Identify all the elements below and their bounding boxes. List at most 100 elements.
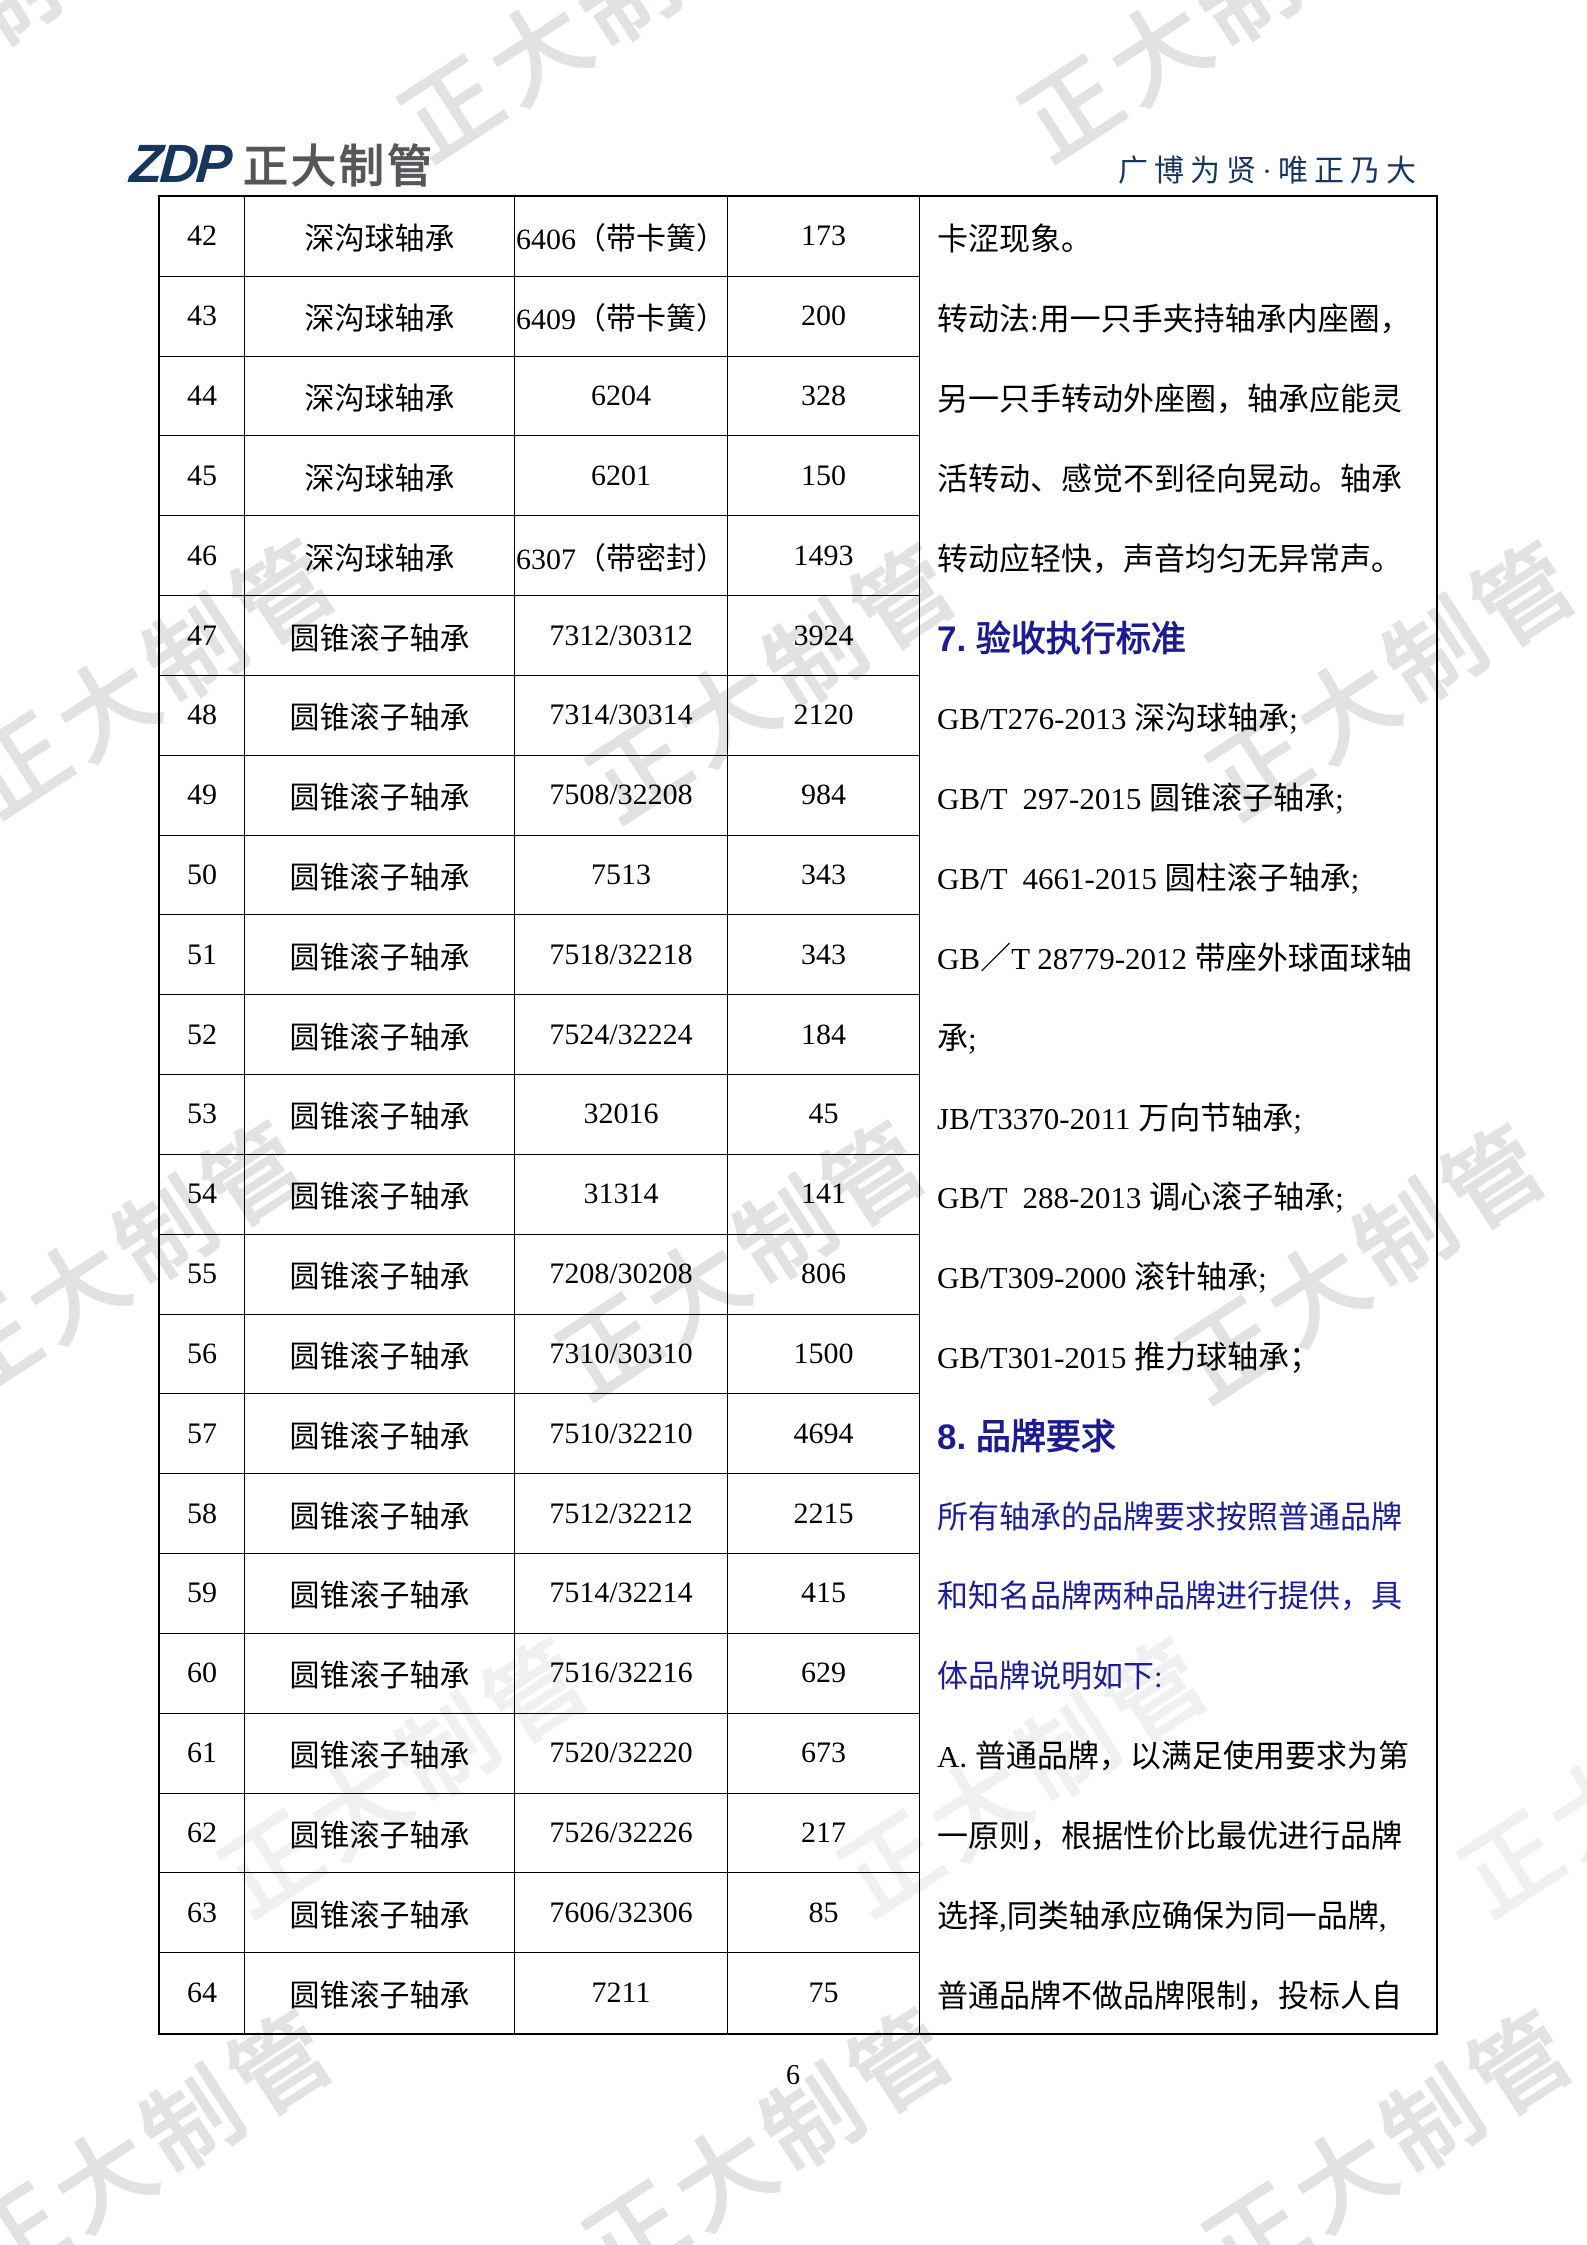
notes-text-line: GB/T309-2000 滚针轴承; (937, 1260, 1267, 1296)
table-cell-type: 圆锥滚子轴承 (245, 1633, 515, 1714)
table-cell-model: 32016 (515, 1075, 728, 1155)
table-cell-model: 6307（带密封） (515, 516, 728, 597)
table-cell-type: 圆锥滚子轴承 (245, 1713, 515, 1794)
table-cell-qty: 141 (728, 1154, 920, 1235)
table-cell-qty: 629 (728, 1633, 920, 1714)
page-number: 6 (786, 2060, 800, 2091)
notes-text-line: GB/T 297-2015 圆锥滚子轴承; (937, 781, 1344, 817)
notes-text-line: 选择,同类轴承应确保为同一品牌, (937, 1898, 1387, 1934)
notes-text-line: 所有轴承的品牌要求按照普通品牌 (937, 1499, 1402, 1535)
table-cell-no: 61 (160, 1713, 245, 1794)
header-tagline: 广博为贤·唯正乃大 (1118, 155, 1422, 188)
notes-section-heading: 7. 验收执行标准 (937, 619, 1186, 659)
table-cell-type: 深沟球轴承 (245, 436, 515, 517)
table-cell-model: 7516/32216 (515, 1633, 728, 1714)
table-cell-no: 43 (160, 276, 245, 357)
table-cell-model: 6406（带卡簧） (515, 197, 728, 277)
table-cell-type: 圆锥滚子轴承 (245, 1474, 515, 1555)
table-cell-model: 6204 (515, 356, 728, 437)
table-cell-qty: 673 (728, 1713, 920, 1794)
table-cell-type: 深沟球轴承 (245, 516, 515, 597)
table-cell-type: 圆锥滚子轴承 (245, 1234, 515, 1315)
table-cell-qty: 1500 (728, 1314, 920, 1395)
table-cell-type: 深沟球轴承 (245, 276, 515, 357)
notes-text-line: 转动应轻快，声音均匀无异常声。 (937, 541, 1402, 577)
table-cell-model: 7514/32214 (515, 1554, 728, 1634)
table-cell-no: 55 (160, 1234, 245, 1315)
table-cell-qty: 2215 (728, 1474, 920, 1555)
table-cell-type: 圆锥滚子轴承 (245, 755, 515, 836)
table-cell-model: 7524/32224 (515, 995, 728, 1076)
table-cell-no: 63 (160, 1873, 245, 1954)
watermark-text: 正大制管 (1443, 1618, 1587, 1937)
table-cell-model: 31314 (515, 1154, 728, 1235)
table-cell-no: 49 (160, 755, 245, 836)
notes-section-heading: 8. 品牌要求 (937, 1417, 1116, 1457)
table-cell-qty: 173 (728, 197, 920, 277)
table-cell-no: 56 (160, 1314, 245, 1395)
table-cell-model: 7512/32212 (515, 1474, 728, 1555)
table-cell-no: 44 (160, 356, 245, 437)
table-cell-model: 7510/32210 (515, 1394, 728, 1475)
notes-text-line: 普通品牌不做品牌限制，投标人自 (937, 1978, 1402, 2014)
notes-text-line: GB/T276-2013 深沟球轴承; (937, 701, 1298, 737)
table-cell-no: 58 (160, 1474, 245, 1555)
table-cell-type: 圆锥滚子轴承 (245, 1793, 515, 1874)
notes-text-line: 另一只手转动外座圈，轴承应能灵 (937, 382, 1402, 418)
table-cell-qty: 3924 (728, 596, 920, 676)
notes-text-line: GB／T 28779-2012 带座外球面球轴 (937, 940, 1412, 976)
table-cell-qty: 85 (728, 1873, 920, 1954)
table-cell-qty: 415 (728, 1554, 920, 1634)
notes-text-line: 转动法:用一只手夹持轴承内座圈， (937, 302, 1411, 338)
table-cell-model: 7211 (515, 1953, 728, 2033)
table-cell-qty: 343 (728, 915, 920, 996)
table-cell-qty: 75 (728, 1953, 920, 2033)
table-cell-model: 6409（带卡簧） (515, 276, 728, 357)
table-cell-no: 51 (160, 915, 245, 996)
notes-text-line: JB/T3370-2011 万向节轴承; (937, 1100, 1302, 1136)
notes-text-line: GB/T301-2015 推力球轴承； (937, 1340, 1321, 1375)
notes-text-line: 卡涩现象。 (937, 222, 1092, 258)
table-cell-type: 圆锥滚子轴承 (245, 1314, 515, 1395)
table-cell-type: 圆锥滚子轴承 (245, 596, 515, 676)
table-cell-qty: 184 (728, 995, 920, 1076)
table-cell-no: 54 (160, 1154, 245, 1235)
table-cell-model: 7314/30314 (515, 675, 728, 756)
bearing-table: 卡涩现象。 转动法:用一只手夹持轴承内座圈， 另一只手转动外座圈，轴承应能灵 活转动、… (158, 195, 1438, 2035)
table-cell-type: 圆锥滚子轴承 (245, 915, 515, 996)
table-cell-no: 46 (160, 516, 245, 597)
table-cell-no: 42 (160, 197, 245, 277)
table-cell-qty: 343 (728, 835, 920, 916)
notes-text-line: A. 普通品牌，以满足使用要求为第 (937, 1739, 1409, 1775)
table-cell-model: 7518/32218 (515, 915, 728, 996)
table-cell-type: 圆锥滚子轴承 (245, 1953, 515, 2033)
logo-zdp-mark: ZDP (127, 134, 232, 194)
table-cell-no: 47 (160, 596, 245, 676)
table-cell-no: 62 (160, 1793, 245, 1874)
table-cell-type: 圆锥滚子轴承 (245, 1154, 515, 1235)
table-cell-type: 圆锥滚子轴承 (245, 835, 515, 916)
notes-text-line: GB/T 4661-2015 圆柱滚子轴承; (937, 861, 1360, 897)
table-cell-type: 圆锥滚子轴承 (245, 1075, 515, 1155)
table-cell-qty: 984 (728, 755, 920, 836)
table-cell-type: 圆锥滚子轴承 (245, 675, 515, 756)
logo-company-name: 正大制管 (243, 141, 436, 192)
table-cell-type: 深沟球轴承 (245, 197, 515, 277)
table-cell-model: 7513 (515, 835, 728, 916)
table-cell-model: 7520/32220 (515, 1713, 728, 1794)
table-cell-no: 48 (160, 675, 245, 756)
table-cell-no: 45 (160, 436, 245, 517)
table-cell-qty: 1493 (728, 516, 920, 597)
table-notes-cell: 卡涩现象。 转动法:用一只手夹持轴承内座圈， 另一只手转动外座圈，轴承应能灵 活转动、… (920, 197, 1436, 2033)
table-cell-no: 52 (160, 995, 245, 1076)
table-cell-model: 7208/30208 (515, 1234, 728, 1315)
table-cell-no: 57 (160, 1394, 245, 1475)
table-cell-model: 6201 (515, 436, 728, 517)
notes-text-line: GB/T 288-2013 调心滚子轴承; (937, 1180, 1344, 1216)
table-cell-qty: 45 (728, 1075, 920, 1155)
table-cell-no: 59 (160, 1554, 245, 1634)
table-cell-model: 7526/32226 (515, 1793, 728, 1874)
table-cell-model: 7508/32208 (515, 755, 728, 836)
table-cell-no: 64 (160, 1953, 245, 2033)
table-cell-type: 圆锥滚子轴承 (245, 1873, 515, 1954)
